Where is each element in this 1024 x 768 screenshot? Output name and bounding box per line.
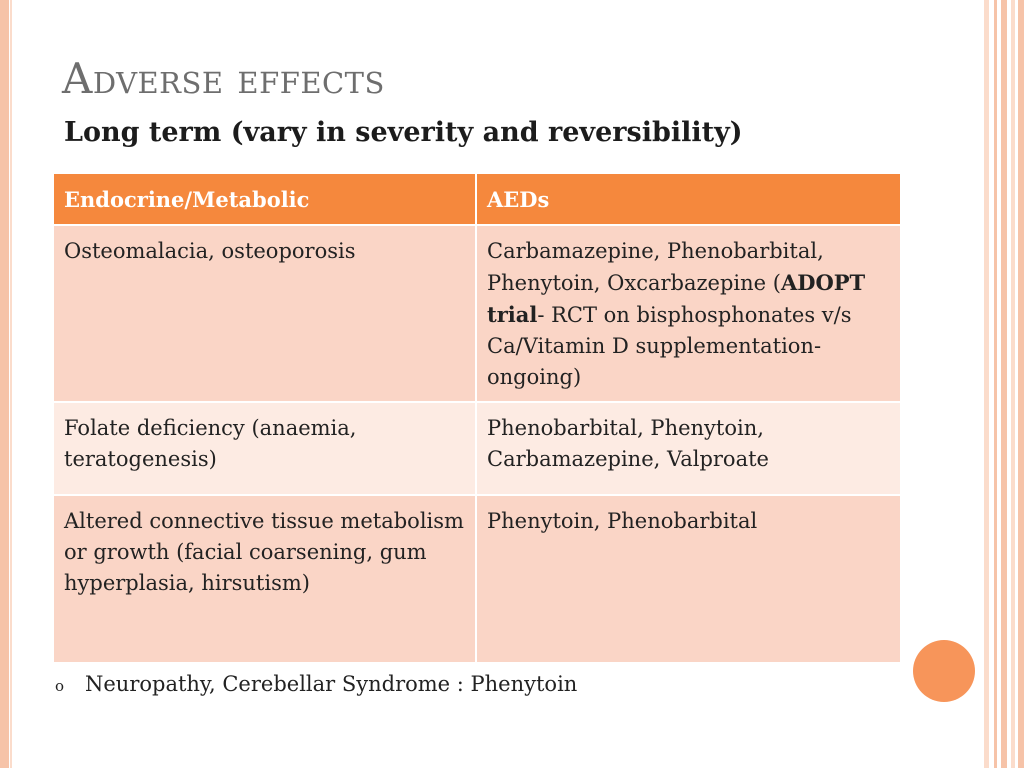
adverse-effects-table: Endocrine/Metabolic AEDs Osteomalacia, o… [52, 172, 902, 664]
header-aeds: AEDs [475, 172, 902, 226]
effect-cell: Folate deficiency (anaemia, teratogenesi… [52, 401, 477, 496]
aeds-cell: Phenobarbital, Phenytoin, Carbamazepine,… [475, 401, 902, 496]
bullet-point: o Neuropathy, Cerebellar Syndrome : Pheny… [55, 672, 577, 696]
effect-cell: Osteomalacia, osteoporosis [52, 224, 477, 403]
right-stripe [994, 0, 997, 768]
bullet-icon: o [55, 677, 65, 695]
bullet-text: Neuropathy, Cerebellar Syndrome : Phenyt… [85, 672, 578, 696]
adopt-trial-label: ADOPT trial [487, 270, 866, 327]
table-row: Altered connective tissue metabolism or … [52, 494, 902, 664]
table-row: Folate deficiency (anaemia, teratogenesi… [52, 401, 902, 496]
aeds-text: Carbamazepine, Phenobarbital, Phenytoin,… [487, 239, 824, 295]
right-stripe [1011, 0, 1015, 768]
right-stripe [984, 0, 989, 768]
table-header-row: Endocrine/Metabolic AEDs [52, 172, 902, 226]
right-stripe [1001, 0, 1007, 768]
slide-subtitle: Long term (vary in severity and reversib… [64, 117, 743, 148]
left-decorative-stripe [0, 0, 9, 768]
table-row: Osteomalacia, osteoporosis Carbamazepine… [52, 224, 902, 403]
right-stripe [1018, 0, 1024, 768]
header-endocrine-metabolic: Endocrine/Metabolic [52, 172, 477, 226]
aeds-cell: Phenytoin, Phenobarbital [475, 494, 902, 664]
aeds-cell: Carbamazepine, Phenobarbital, Phenytoin,… [475, 224, 902, 403]
left-decorative-stripe-thin [10, 0, 12, 768]
right-decorative-stripes [984, 0, 1024, 768]
decorative-circle [913, 640, 975, 702]
slide-title: Adverse effects [62, 54, 385, 103]
aeds-text-suffix: - RCT on bisphosphonates v/s Ca/Vitamin … [487, 303, 852, 389]
effect-cell: Altered connective tissue metabolism or … [52, 494, 477, 664]
